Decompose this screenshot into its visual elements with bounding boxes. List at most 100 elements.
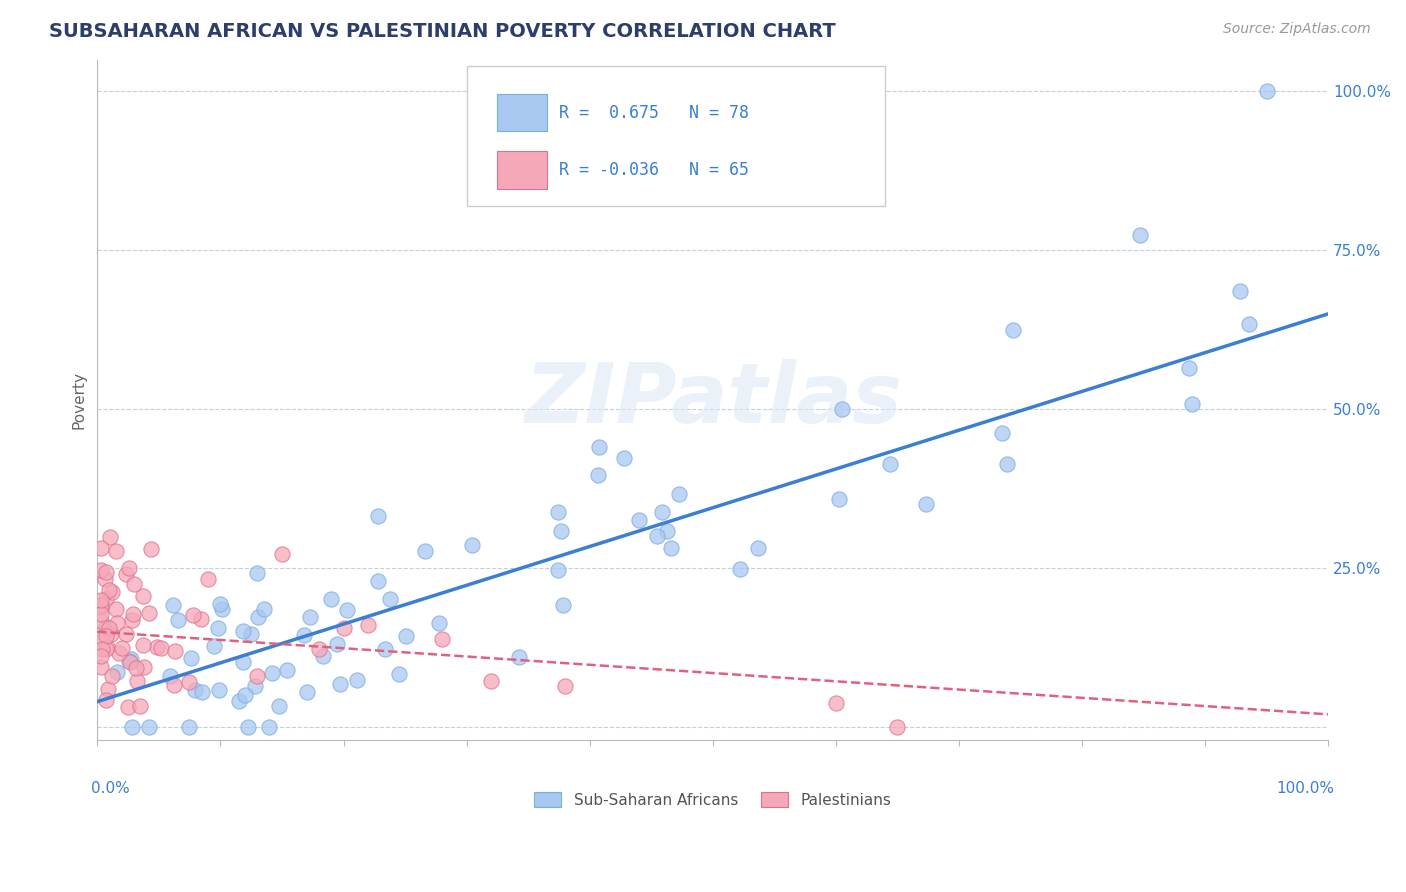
Point [246,669,269,683]
Point [394,629,416,643]
Point [90,599,112,614]
Point [430,632,453,646]
Point [991,425,1014,440]
Point [121,720,143,734]
Point [190,611,212,625]
Point [120,655,142,669]
Point [90,615,112,629]
Point [94,641,117,656]
Point [645,529,668,543]
Bar [498,152,547,189]
Point [554,680,576,694]
Point [297,685,319,699]
Point [651,504,673,518]
Point [329,677,352,691]
Point [98,583,121,598]
Point [122,607,145,621]
Point [824,696,846,710]
Point [1177,361,1199,376]
Point [90,563,112,577]
Point [232,624,254,639]
Point [177,720,200,734]
Point [586,467,609,482]
Point [1128,228,1150,243]
Point [90,648,112,663]
Point [94,591,117,606]
Point [118,654,141,668]
Point [128,699,150,714]
Point [613,450,636,465]
Point [1256,84,1278,98]
FancyBboxPatch shape [467,66,884,206]
Point [332,621,354,635]
Text: 0.0%: 0.0% [91,780,129,796]
Y-axis label: Poverty: Poverty [72,371,86,429]
Point [124,661,146,675]
Point [460,538,482,552]
Point [655,524,678,539]
Point [117,699,139,714]
Point [115,566,138,581]
Legend: Sub-Saharan Africans, Palestinians: Sub-Saharan Africans, Palestinians [527,786,897,814]
Point [90,541,112,555]
Point [90,598,112,612]
Point [232,655,254,669]
Point [197,572,219,586]
Point [299,609,322,624]
Point [747,541,769,555]
Point [276,663,298,677]
Point [107,616,129,631]
Point [659,541,682,555]
Point [96,620,118,634]
Point [271,548,294,562]
Point [211,602,233,616]
Point [181,608,204,623]
Point [253,601,276,615]
Point [90,632,112,646]
Point [90,642,112,657]
Point [551,598,574,612]
Point [508,649,530,664]
Point [346,673,368,687]
Point [100,530,122,544]
Point [120,652,142,666]
Point [177,674,200,689]
Point [243,679,266,693]
Point [132,638,155,652]
Point [427,615,450,630]
Point [479,673,502,688]
Point [163,644,186,658]
Point [308,642,330,657]
Text: Source: ZipAtlas.com: Source: ZipAtlas.com [1223,22,1371,37]
Point [1002,323,1025,337]
Point [166,613,188,627]
Text: SUBSAHARAN AFRICAN VS PALESTINIAN POVERTY CORRELATION CHART: SUBSAHARAN AFRICAN VS PALESTINIAN POVERT… [49,22,837,41]
Point [163,678,186,692]
Point [90,593,112,607]
Point [208,598,231,612]
Point [150,641,173,656]
Point [162,598,184,612]
Point [246,609,269,624]
Point [125,673,148,688]
Point [550,524,572,538]
Point [101,669,124,683]
Point [547,563,569,577]
Point [108,646,131,660]
Point [668,487,690,501]
Point [138,607,160,621]
Point [236,720,259,734]
Point [588,440,610,454]
Point [547,506,569,520]
Point [207,621,229,635]
Point [132,659,155,673]
Point [1239,317,1261,331]
Point [191,685,214,699]
Point [380,592,402,607]
Point [321,592,343,607]
Text: 100.0%: 100.0% [1277,780,1334,796]
Point [111,641,134,656]
Point [146,640,169,654]
Point [831,402,853,417]
Point [228,693,250,707]
